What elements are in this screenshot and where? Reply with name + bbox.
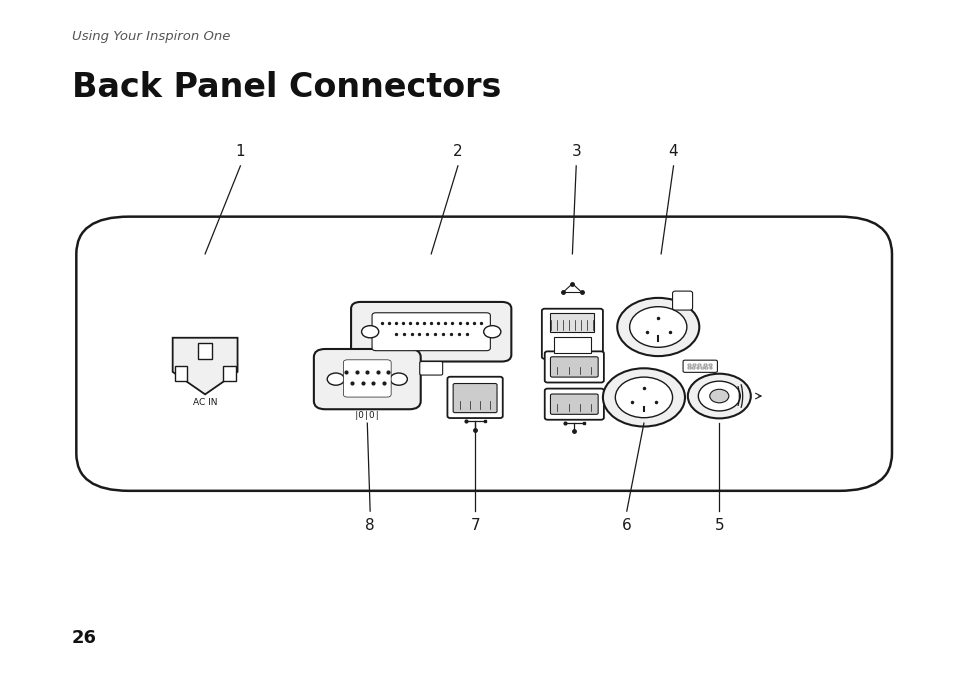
Circle shape <box>617 298 699 356</box>
FancyBboxPatch shape <box>682 360 717 372</box>
Circle shape <box>602 368 684 427</box>
FancyBboxPatch shape <box>541 309 602 359</box>
Bar <box>687 367 690 369</box>
FancyBboxPatch shape <box>76 217 891 491</box>
Bar <box>693 364 696 366</box>
Text: Back Panel Connectors: Back Panel Connectors <box>71 71 500 104</box>
Bar <box>704 367 707 369</box>
Text: 5: 5 <box>714 518 723 533</box>
FancyBboxPatch shape <box>544 389 603 420</box>
Bar <box>708 364 711 366</box>
Circle shape <box>615 377 672 418</box>
Text: |O|O|: |O|O| <box>354 410 380 420</box>
Text: 8: 8 <box>365 518 375 533</box>
Bar <box>554 337 590 353</box>
FancyBboxPatch shape <box>550 394 598 414</box>
Circle shape <box>709 389 728 403</box>
Bar <box>223 366 235 381</box>
Circle shape <box>687 374 750 418</box>
Circle shape <box>629 307 686 347</box>
FancyBboxPatch shape <box>372 313 490 351</box>
Circle shape <box>698 381 740 411</box>
Circle shape <box>390 373 407 385</box>
FancyBboxPatch shape <box>453 383 497 412</box>
Text: 26: 26 <box>71 628 96 647</box>
Circle shape <box>327 373 344 385</box>
FancyBboxPatch shape <box>343 360 391 397</box>
Bar <box>692 367 695 369</box>
FancyBboxPatch shape <box>550 357 598 377</box>
Text: AC IN: AC IN <box>193 397 217 407</box>
Text: 6: 6 <box>621 518 631 533</box>
Bar <box>550 313 594 332</box>
Bar <box>709 367 712 369</box>
Text: 1: 1 <box>235 144 245 159</box>
Text: Using Your Inspiron One: Using Your Inspiron One <box>71 30 230 43</box>
FancyBboxPatch shape <box>351 302 511 362</box>
Bar <box>696 367 699 369</box>
Circle shape <box>361 326 378 338</box>
Bar <box>700 367 703 369</box>
Bar <box>174 366 187 381</box>
Bar <box>687 364 690 366</box>
Text: 7: 7 <box>470 518 479 533</box>
FancyBboxPatch shape <box>672 291 692 310</box>
Bar <box>703 364 706 366</box>
Text: 4: 4 <box>668 144 678 159</box>
Text: 2: 2 <box>453 144 462 159</box>
Bar <box>698 364 700 366</box>
Bar <box>198 343 212 359</box>
Circle shape <box>483 326 500 338</box>
FancyBboxPatch shape <box>419 362 442 375</box>
FancyBboxPatch shape <box>314 349 420 409</box>
Text: 3: 3 <box>571 144 580 159</box>
FancyBboxPatch shape <box>447 376 502 418</box>
Polygon shape <box>172 338 237 394</box>
FancyBboxPatch shape <box>544 351 603 383</box>
